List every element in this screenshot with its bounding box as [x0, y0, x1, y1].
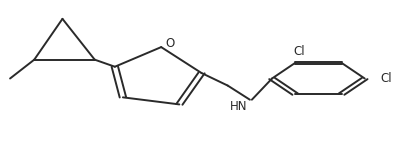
Text: HN: HN [231, 100, 248, 114]
Text: Cl: Cl [381, 72, 393, 85]
Text: Cl: Cl [293, 45, 305, 58]
Text: O: O [166, 38, 174, 50]
